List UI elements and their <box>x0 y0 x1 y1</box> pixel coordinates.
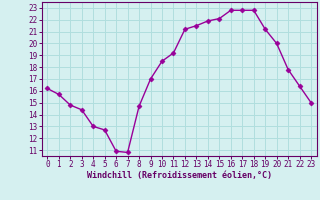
X-axis label: Windchill (Refroidissement éolien,°C): Windchill (Refroidissement éolien,°C) <box>87 171 272 180</box>
